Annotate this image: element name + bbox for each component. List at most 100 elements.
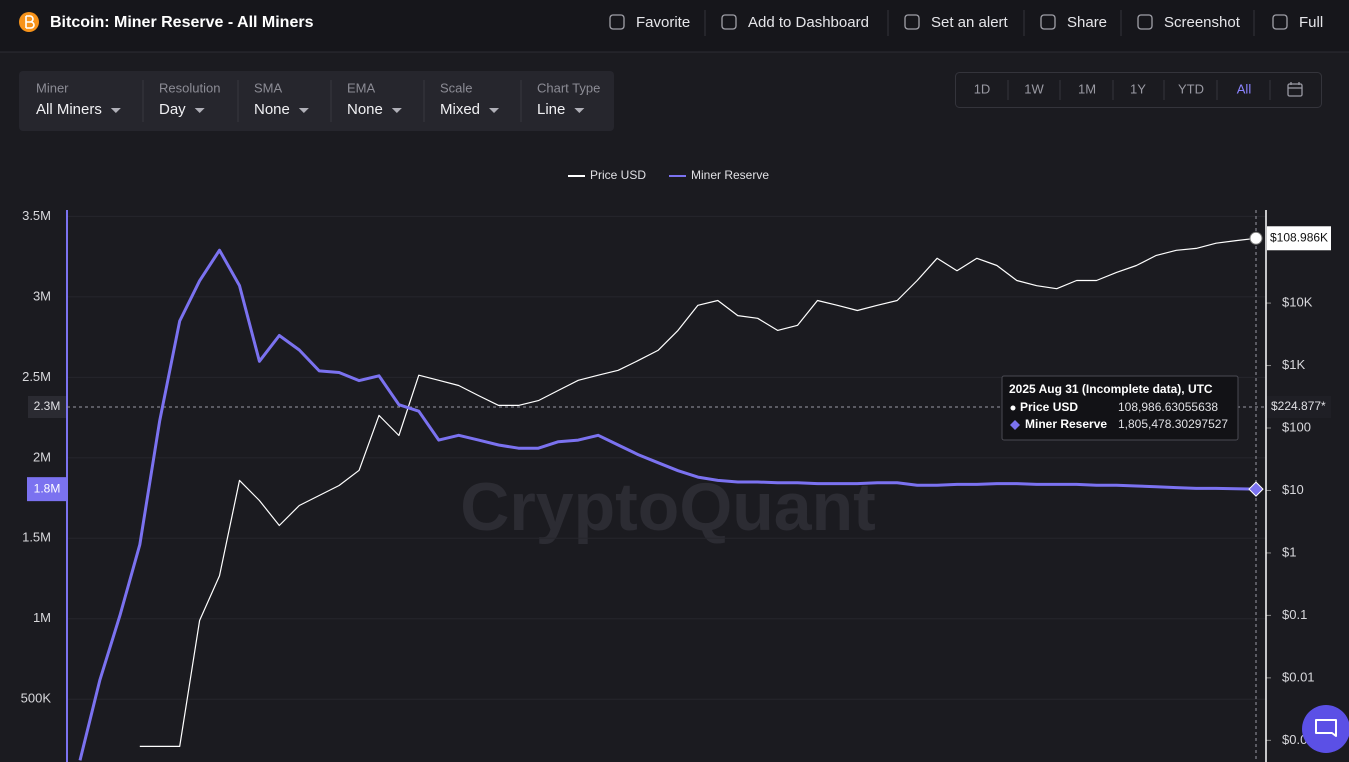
- control-dropdown[interactable]: Miner All Miners: [36, 80, 121, 118]
- tooltip-bullet: [1010, 405, 1016, 411]
- crosshair-y-label: 2.3M: [34, 399, 61, 413]
- header-action[interactable]: Favorite: [609, 14, 690, 31]
- bitcoin-glyph: [25, 15, 35, 29]
- range-button[interactable]: 1M: [1078, 81, 1096, 96]
- controls: Miner All Miners Resolution Day SMA None EMA No…: [36, 80, 600, 122]
- tooltip: 2025 Aug 31 (Incomplete data), UTC Price …: [1001, 375, 1239, 441]
- action-label: Share: [1067, 14, 1107, 31]
- range-button[interactable]: All: [1237, 81, 1252, 96]
- control-dropdown[interactable]: SMA None: [254, 80, 309, 118]
- y-tick-label: 1M: [33, 610, 51, 625]
- action-icon: [1040, 14, 1056, 30]
- caret: [489, 108, 500, 113]
- y2-tick-label: $0.01: [1282, 669, 1315, 684]
- range-button[interactable]: 1Y: [1130, 81, 1146, 96]
- control-value: All Miners: [36, 101, 102, 118]
- header-action[interactable]: Share: [1040, 14, 1107, 31]
- action-icon: [721, 14, 737, 30]
- y-tick-label: 500K: [21, 691, 52, 706]
- y-tick-label: 1.5M: [22, 530, 51, 545]
- series-line: [78, 248, 1257, 761]
- range-button[interactable]: YTD: [1178, 81, 1204, 96]
- action-label: Full: [1299, 14, 1323, 31]
- control-dropdown[interactable]: EMA None: [347, 80, 402, 118]
- last-y-label: 1.8M: [34, 481, 61, 495]
- controls-panel: [19, 71, 614, 131]
- control-label: Resolution: [159, 80, 220, 95]
- legend-item[interactable]: Price USD: [568, 168, 646, 182]
- action-icon: [609, 14, 625, 30]
- action-label: Add to Dashboard: [748, 14, 869, 31]
- control-value: None: [254, 101, 290, 118]
- header-action[interactable]: Full: [1272, 14, 1323, 31]
- y-tick-label: 2M: [33, 449, 51, 464]
- y-tick-label: 2.5M: [22, 369, 51, 384]
- chat-button[interactable]: [1302, 705, 1349, 753]
- crosshair-y-badge: [28, 396, 66, 418]
- header-action[interactable]: Screenshot: [1137, 14, 1241, 31]
- caret: [298, 108, 309, 113]
- y2-tick-label: $1K: [1282, 357, 1305, 372]
- y2-tick-label: $1: [1282, 544, 1296, 559]
- range-selector: [955, 72, 1322, 108]
- control-value: Mixed: [440, 101, 480, 118]
- tooltip-name: Miner Reserve: [1025, 417, 1107, 431]
- crosshair-y2-label: $224.877*: [1271, 399, 1326, 413]
- control-value: Line: [537, 101, 565, 118]
- range-button[interactable]: 1D: [974, 81, 991, 96]
- last-y-badge: [27, 477, 66, 502]
- action-icon: [904, 14, 920, 30]
- action-label: Set an alert: [931, 14, 1009, 31]
- caret: [110, 108, 121, 113]
- last-y2-badge: [1267, 226, 1331, 251]
- watermark: CryptoQuant: [460, 469, 876, 545]
- tooltip-bullet: [1010, 420, 1020, 430]
- control-dropdown[interactable]: Scale Mixed: [440, 80, 500, 118]
- y-tick-label: 3M: [33, 288, 51, 303]
- control-label: Miner: [36, 80, 69, 95]
- caret: [391, 108, 402, 113]
- end-marker: [1249, 231, 1263, 245]
- control-dropdown[interactable]: Resolution Day: [159, 80, 220, 118]
- legend-item[interactable]: Miner Reserve: [669, 168, 769, 182]
- y-tick-label: 3.5M: [22, 208, 51, 223]
- calendar-icon[interactable]: [1287, 82, 1303, 97]
- control-label: Chart Type: [537, 80, 600, 95]
- control-label: Scale: [440, 80, 473, 95]
- last-y2-label: $108.986K: [1270, 230, 1328, 244]
- action-icon: [1137, 14, 1153, 30]
- action-label: Screenshot: [1164, 14, 1241, 31]
- chat-icon: [1315, 719, 1337, 737]
- range-button[interactable]: 1W: [1024, 81, 1044, 96]
- tooltip-value: 1,805,478.30297527: [1118, 417, 1228, 431]
- header-bar: [0, 0, 1349, 52]
- tooltip-value: 108,986.63055638: [1118, 400, 1218, 414]
- crosshair-y2-badge: [1267, 396, 1331, 418]
- control-value: Day: [159, 101, 186, 118]
- action-label: Favorite: [636, 14, 690, 31]
- y2-tick-label: $10K: [1282, 295, 1313, 310]
- action-icon: [1272, 14, 1288, 30]
- caret: [574, 108, 585, 113]
- control-dropdown[interactable]: Chart Type Line: [537, 80, 600, 118]
- header-actions: Favorite Add to Dashboard Set an alert Shar…: [609, 10, 1323, 36]
- control-value: None: [347, 101, 383, 118]
- y2-tick-label: $10: [1282, 482, 1304, 497]
- legend-label: Miner Reserve: [691, 168, 769, 182]
- header-action[interactable]: Add to Dashboard: [721, 14, 869, 31]
- y2-tick-label: $0.1: [1282, 607, 1307, 622]
- control-label: EMA: [347, 80, 376, 95]
- caret: [194, 108, 205, 113]
- control-label: SMA: [254, 80, 283, 95]
- page-title: Bitcoin: Miner Reserve - All Miners: [50, 14, 314, 31]
- chart: 500K1M1.5M2M2.5M3M3.5M$0.001$0.01$0.1$1$…: [21, 168, 1331, 762]
- tooltip-box: [1001, 375, 1239, 441]
- ranges: 1D 1W 1M 1Y YTD All: [974, 80, 1271, 100]
- legend-label: Price USD: [590, 168, 646, 182]
- tooltip-title: 2025 Aug 31 (Incomplete data), UTC: [1009, 382, 1213, 396]
- tooltip-name: Price USD: [1020, 400, 1078, 414]
- y2-tick-label: $100: [1282, 419, 1311, 434]
- header-action[interactable]: Set an alert: [904, 14, 1009, 31]
